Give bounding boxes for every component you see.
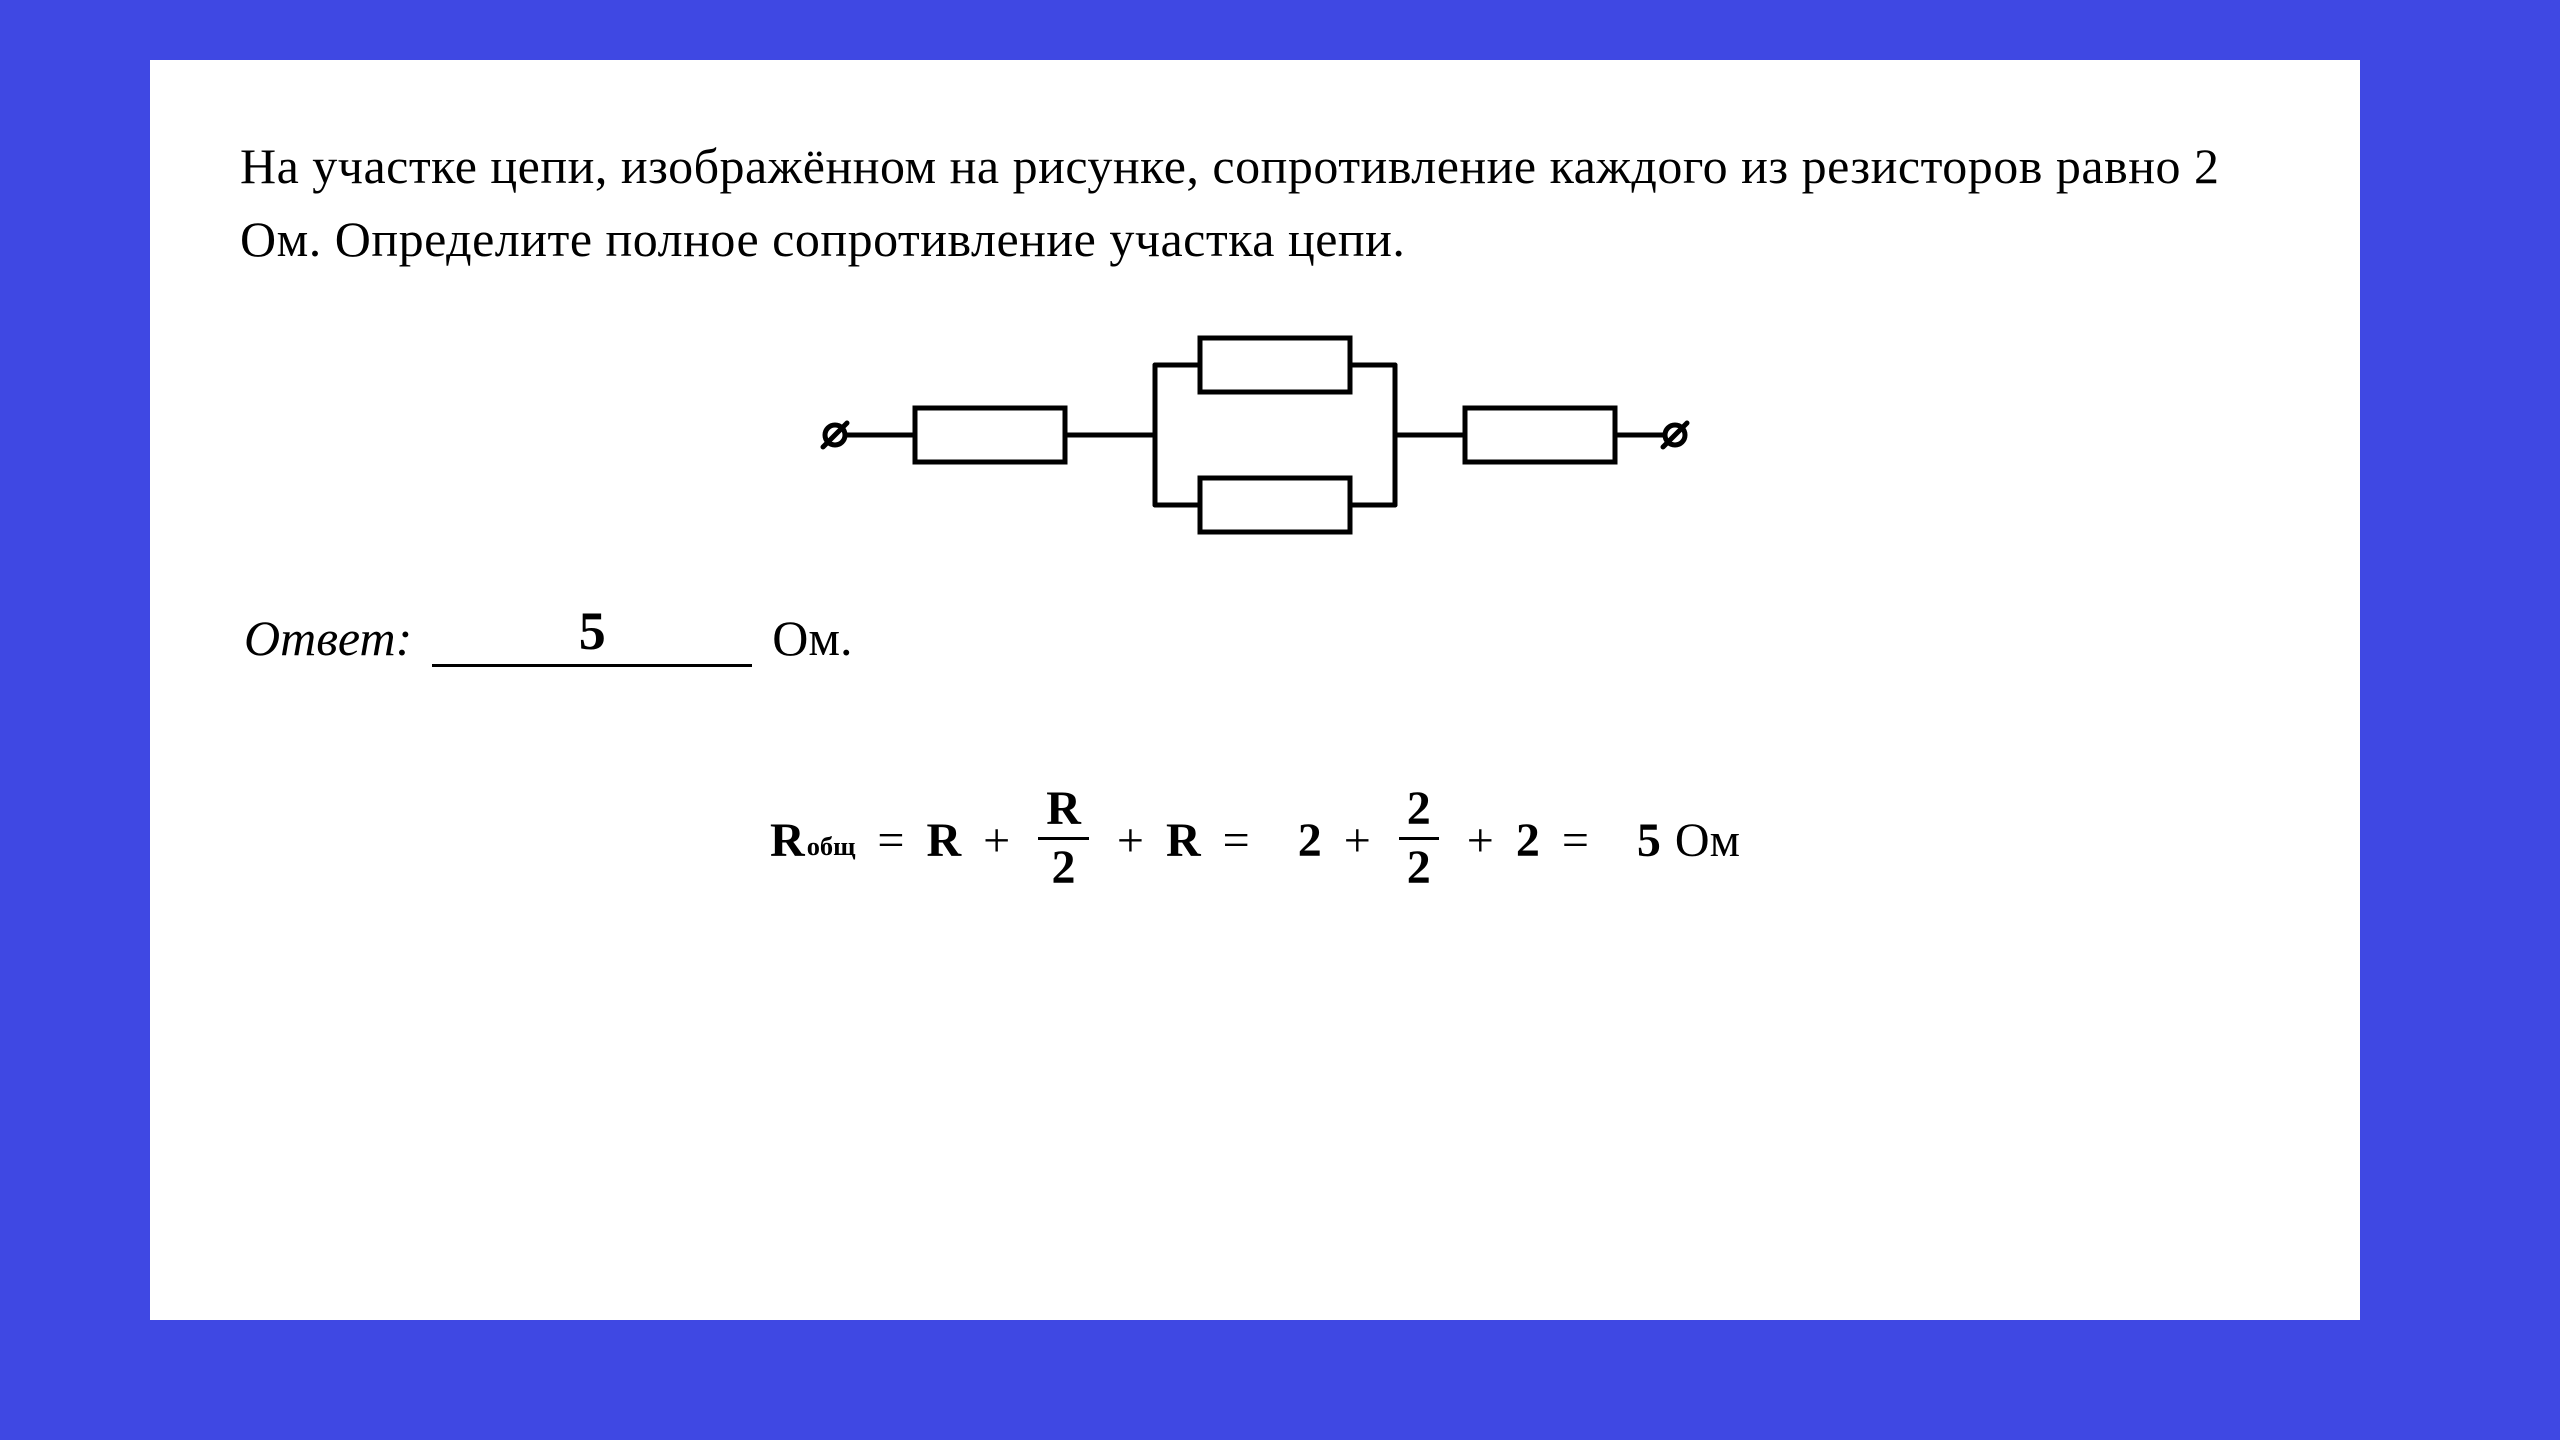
solution-formula: Rобщ = R + R 2 + R = 2 + 2 2 + 2 = <box>240 787 2270 894</box>
fraction-R-over-2: R 2 <box>1038 785 1089 892</box>
plus-2: + <box>1109 813 1152 868</box>
answer-unit: Ом. <box>772 609 852 667</box>
term-R1: R <box>926 813 961 868</box>
frac1-den: 2 <box>1044 840 1084 892</box>
problem-card: На участке цепи, изображённом на рисунке… <box>150 60 2360 1320</box>
equals-2: = <box>1215 813 1258 868</box>
term-R2: R <box>1166 813 1201 868</box>
answer-value: 5 <box>432 600 752 667</box>
frac2-num: 2 <box>1399 785 1439 837</box>
problem-text: На участке цепи, изображённом на рисунке… <box>240 130 2270 275</box>
formula-subscript: общ <box>807 831 856 862</box>
fraction-2-over-2: 2 2 <box>1399 785 1439 892</box>
formula-lhs: Rобщ <box>770 813 855 868</box>
slide-frame: На участке цепи, изображённом на рисунке… <box>0 0 2560 1440</box>
frac2-den: 2 <box>1399 840 1439 892</box>
plus-3: + <box>1336 813 1379 868</box>
plus-1: + <box>975 813 1018 868</box>
plus-4: + <box>1459 813 1502 868</box>
frac1-num: R <box>1038 785 1089 837</box>
circuit-diagram-container <box>240 305 2270 565</box>
circuit-diagram <box>805 305 1705 565</box>
equals-3: = <box>1554 813 1597 868</box>
result-unit: Ом <box>1675 813 1740 868</box>
answer-row: Ответ: 5 Ом. <box>240 600 2270 667</box>
result-value: 5 <box>1637 813 1661 868</box>
val-2a: 2 <box>1298 813 1322 868</box>
answer-label: Ответ: <box>244 609 412 667</box>
val-2b: 2 <box>1516 813 1540 868</box>
equals-1: = <box>869 813 912 868</box>
formula-R-symbol: R <box>770 813 805 868</box>
